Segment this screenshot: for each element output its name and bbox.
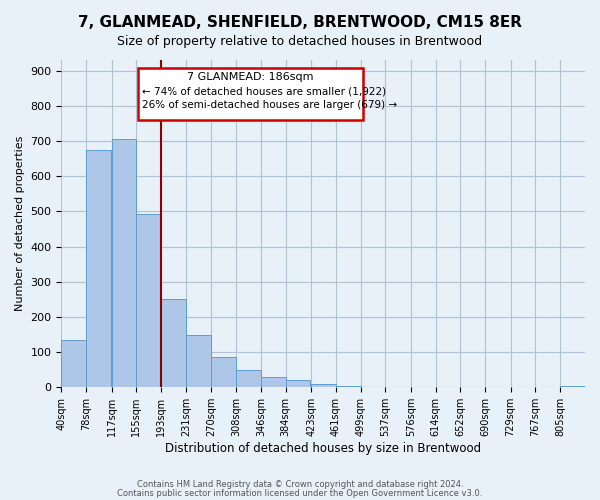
Bar: [261, 377, 286, 388]
Bar: [161, 298, 186, 388]
Bar: [112, 139, 136, 388]
Text: Contains public sector information licensed under the Open Government Licence v3: Contains public sector information licen…: [118, 488, 482, 498]
Bar: [236, 370, 261, 388]
Bar: [136, 214, 161, 388]
Bar: [560, 386, 585, 388]
Text: 7 GLANMEAD: 186sqm: 7 GLANMEAD: 186sqm: [187, 72, 313, 82]
Text: Size of property relative to detached houses in Brentwood: Size of property relative to detached ho…: [118, 35, 482, 48]
X-axis label: Distribution of detached houses by size in Brentwood: Distribution of detached houses by size …: [165, 442, 481, 455]
Bar: [186, 334, 211, 388]
Bar: [211, 358, 236, 388]
Bar: [61, 340, 86, 388]
Bar: [286, 380, 310, 388]
Text: ← 74% of detached houses are smaller (1,922): ← 74% of detached houses are smaller (1,…: [142, 86, 386, 96]
Bar: [361, 386, 385, 388]
Y-axis label: Number of detached properties: Number of detached properties: [15, 136, 25, 312]
Text: 26% of semi-detached houses are larger (679) →: 26% of semi-detached houses are larger (…: [142, 100, 397, 110]
Text: 7, GLANMEAD, SHENFIELD, BRENTWOOD, CM15 8ER: 7, GLANMEAD, SHENFIELD, BRENTWOOD, CM15 …: [78, 15, 522, 30]
Text: Contains HM Land Registry data © Crown copyright and database right 2024.: Contains HM Land Registry data © Crown c…: [137, 480, 463, 489]
Bar: [86, 150, 111, 388]
Bar: [336, 386, 361, 388]
Bar: [311, 384, 336, 388]
FancyBboxPatch shape: [137, 68, 362, 120]
